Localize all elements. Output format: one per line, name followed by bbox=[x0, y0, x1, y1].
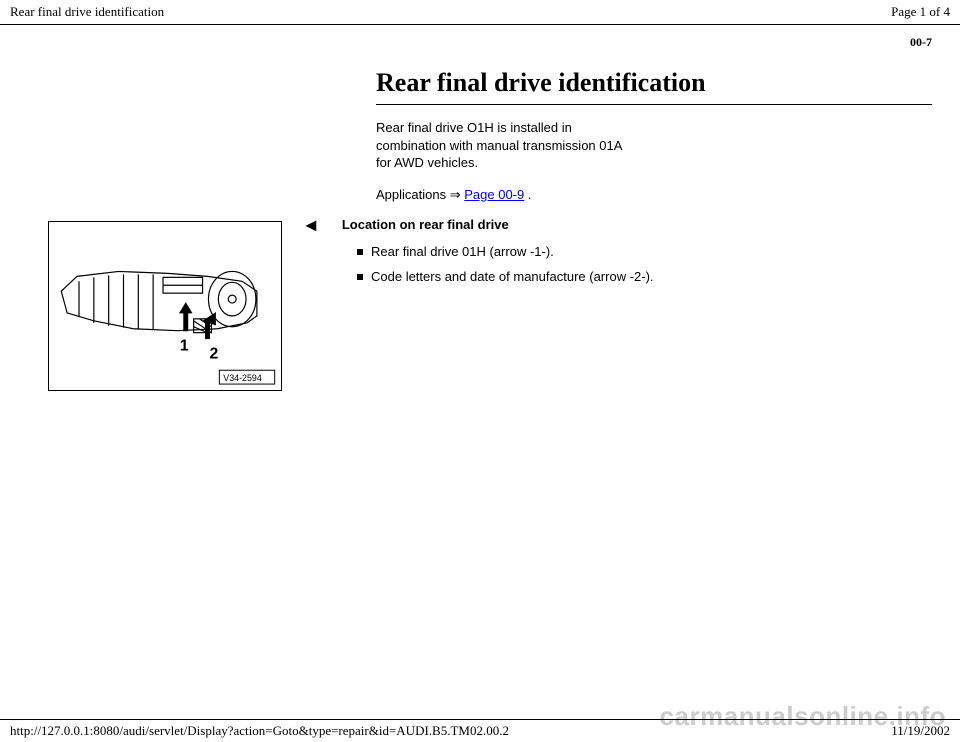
intro-paragraph: Rear final drive O1H is installed in com… bbox=[376, 119, 628, 172]
triangle-left-icon: ◄ bbox=[302, 216, 320, 234]
header-title: Rear final drive identification bbox=[10, 4, 164, 20]
main-row: 1 2 V34-2594 ◄ Location on rear final dr… bbox=[48, 217, 932, 391]
page-link[interactable]: Page 00-9 bbox=[464, 187, 524, 202]
applications-line: Applications ⇒ Page 00-9 . bbox=[376, 186, 628, 204]
section-number: 00-7 bbox=[0, 25, 960, 68]
intro-block: Rear final drive O1H is installed in com… bbox=[48, 119, 628, 203]
bullet-list: Rear final drive 01H (arrow -1-). Code l… bbox=[302, 244, 932, 286]
print-header: Rear final drive identification Page 1 o… bbox=[0, 0, 960, 25]
drive-illustration: 1 2 V34-2594 bbox=[49, 222, 281, 390]
footer-url: http://127.0.0.1:8080/audi/servlet/Displ… bbox=[10, 723, 509, 739]
footer-date: 11/19/2002 bbox=[891, 723, 950, 739]
figure-label-2: 2 bbox=[209, 346, 218, 363]
sub-heading: Location on rear final drive bbox=[342, 217, 509, 232]
technical-figure: 1 2 V34-2594 bbox=[48, 221, 282, 391]
title-row: Rear final drive identification bbox=[48, 68, 932, 119]
document-title: Rear final drive identification bbox=[376, 68, 932, 105]
bullet-text: Rear final drive 01H (arrow -1-). bbox=[371, 244, 554, 261]
figure-label-1: 1 bbox=[180, 338, 189, 355]
applications-suffix: . bbox=[524, 187, 531, 202]
list-item: Rear final drive 01H (arrow -1-). bbox=[357, 244, 932, 261]
arrow-icon: ⇒ bbox=[450, 187, 461, 202]
right-column: ◄ Location on rear final drive Rear fina… bbox=[302, 217, 932, 391]
location-heading-row: ◄ Location on rear final drive bbox=[302, 217, 932, 234]
bullet-text: Code letters and date of manufacture (ar… bbox=[371, 269, 654, 286]
applications-prefix: Applications bbox=[376, 187, 450, 202]
list-item: Code letters and date of manufacture (ar… bbox=[357, 269, 932, 286]
content-area: Rear final drive identification Rear fin… bbox=[0, 68, 960, 391]
figure-code: V34-2594 bbox=[223, 373, 262, 383]
print-footer: http://127.0.0.1:8080/audi/servlet/Displ… bbox=[0, 719, 960, 742]
page-indicator: Page 1 of 4 bbox=[891, 4, 950, 20]
